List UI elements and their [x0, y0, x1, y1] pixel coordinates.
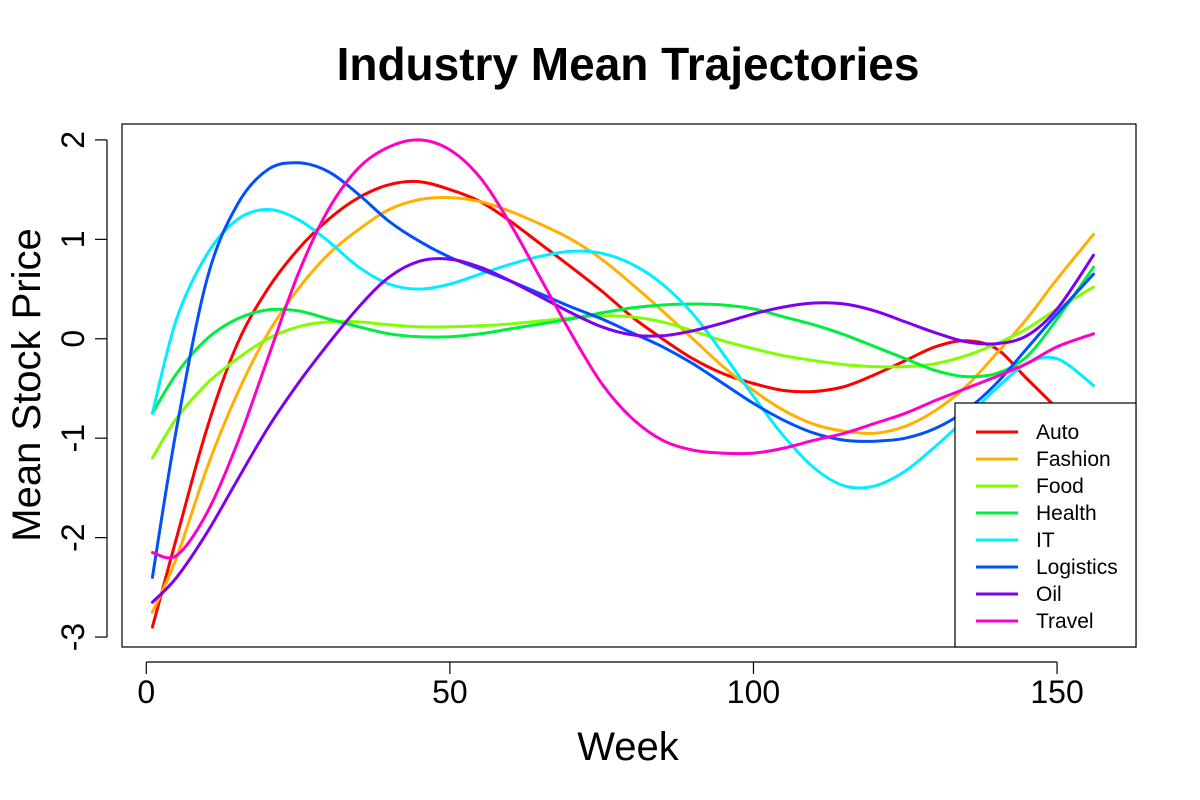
y-tick-label: -2	[55, 523, 91, 551]
series-line-logistics	[150, 161, 1095, 579]
series-line-auto	[150, 179, 1059, 629]
series-line-food	[150, 285, 1095, 460]
y-tick-label: 2	[55, 131, 91, 149]
series-line-travel	[150, 138, 1095, 560]
series-line-health	[150, 265, 1095, 415]
x-tick-label: 150	[1030, 674, 1083, 710]
legend-label-oil: Oil	[1036, 583, 1062, 606]
x-axis: 0 50 100 150	[137, 661, 1084, 710]
legend-label-logistics: Logistics	[1036, 556, 1118, 579]
series-line-it	[150, 208, 1095, 490]
legend-box	[954, 402, 1137, 648]
x-tick-label: 0	[137, 674, 155, 710]
legend-label-auto: Auto	[1036, 421, 1079, 444]
legend-label-fashion: Fashion	[1036, 448, 1111, 471]
y-tick-label: 1	[55, 230, 91, 248]
y-tick-label: 0	[55, 330, 91, 348]
plot-area-frame	[121, 123, 1137, 648]
chart-title: Industry Mean Trajectories	[337, 38, 920, 90]
y-axis: -3 -2 -1 0 1 2	[55, 131, 108, 651]
x-tick-label: 100	[727, 674, 780, 710]
legend-label-health: Health	[1036, 502, 1097, 525]
y-tick-label: -3	[55, 623, 91, 651]
legend-label-food: Food	[1036, 475, 1084, 498]
x-axis-title: Week	[577, 725, 680, 769]
x-tick-label: 50	[432, 674, 468, 710]
legend-label-travel: Travel	[1036, 610, 1094, 633]
series-line-oil	[150, 253, 1095, 604]
legend: Auto Fashion Food Health IT Logistics Oil Trave…	[954, 402, 1137, 648]
legend-label-it: IT	[1036, 529, 1055, 552]
series-line-fashion	[150, 195, 1095, 614]
y-tick-label: -1	[55, 424, 91, 452]
y-axis-title: Mean Stock Price	[5, 228, 49, 541]
series-lines	[150, 138, 1095, 629]
